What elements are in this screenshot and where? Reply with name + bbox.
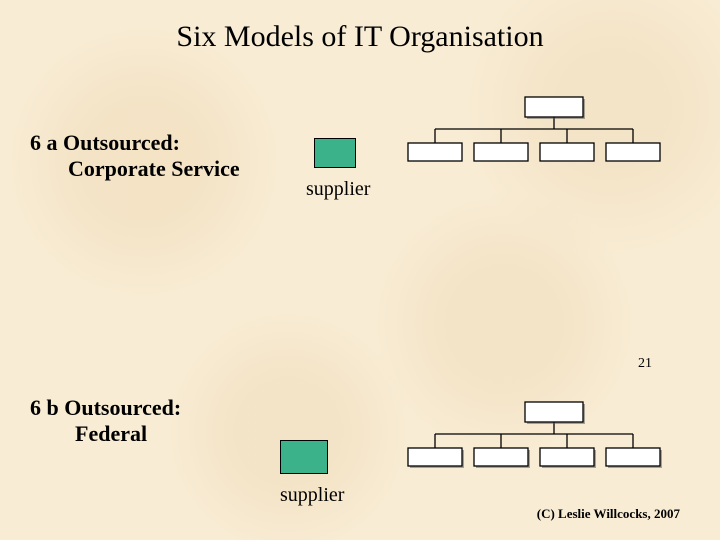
supplier-box-6a [314,138,356,168]
section-6a-line1: 6 a Outsourced: [30,130,180,155]
section-6b-line2: Federal [30,421,147,446]
org-chart-6b [400,400,670,480]
page-number: 21 [638,356,652,372]
section-6b-line1: 6 b Outsourced: [30,395,181,420]
supplier-box-6b [280,440,328,474]
supplier-label-6a: supplier [306,178,370,201]
section-6a-line2: Corporate Service [30,156,240,181]
slide-title: Six Models of IT Organisation [0,20,720,54]
supplier-label-6b: supplier [280,484,344,507]
copyright-text: (C) Leslie Willcocks, 2007 [537,506,680,522]
section-6b-label: 6 b Outsourced: Federal [30,395,181,448]
section-6a-label: 6 a Outsourced: Corporate Service [30,130,240,183]
org-chart-6a [400,95,670,175]
